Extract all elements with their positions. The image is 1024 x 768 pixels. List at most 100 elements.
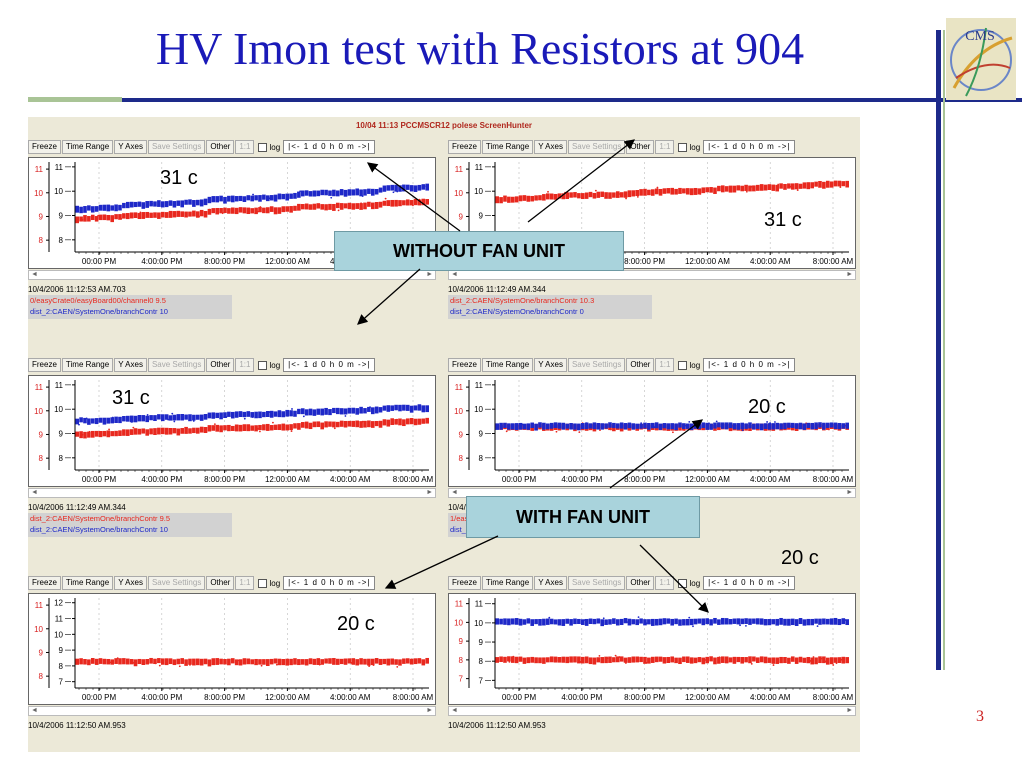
log-checkbox[interactable]: [678, 360, 688, 370]
time-range-field[interactable]: |<- 1 d 0 h 0 m ->|: [703, 576, 796, 590]
series-point: [627, 422, 632, 429]
log-checkbox[interactable]: [258, 360, 268, 370]
series-point: [273, 424, 278, 430]
log-toggle[interactable]: log: [678, 142, 700, 152]
log-checkbox[interactable]: [678, 578, 688, 588]
time-range-button[interactable]: Time Range: [481, 140, 534, 154]
scroll-right-icon[interactable]: ►: [426, 489, 433, 496]
series-point: [374, 420, 379, 427]
time-range-field[interactable]: |<- 1 d 0 h 0 m ->|: [283, 358, 376, 372]
other-button[interactable]: Other: [626, 358, 655, 372]
y-axes-button[interactable]: Y Axes: [534, 140, 567, 154]
y-axes-button[interactable]: Y Axes: [114, 358, 147, 372]
save-settings-button[interactable]: Save Settings: [147, 576, 206, 590]
chart-scrollbar[interactable]: ◄ ►: [28, 706, 436, 716]
scroll-right-icon[interactable]: ►: [426, 707, 433, 714]
log-toggle[interactable]: log: [678, 578, 700, 588]
series-point: [841, 618, 846, 625]
series-point: [328, 658, 332, 664]
scroll-left-icon[interactable]: ◄: [451, 707, 458, 714]
time-range-field[interactable]: |<- 1 d 0 h 0 m ->|: [703, 358, 796, 372]
scroll-right-icon[interactable]: ►: [846, 707, 853, 714]
series-point: [685, 656, 690, 663]
other-button[interactable]: Other: [206, 140, 235, 154]
temp-label-1: 31 c: [160, 167, 198, 189]
chart-scrollbar[interactable]: ◄ ►: [28, 270, 436, 280]
time-range-button[interactable]: Time Range: [61, 576, 114, 590]
save-settings-button[interactable]: Save Settings: [147, 140, 206, 154]
time-range-field[interactable]: |<- 1 d 0 h 0 m ->|: [283, 576, 376, 590]
series-point: [102, 214, 107, 221]
series-point: [584, 618, 589, 626]
freeze-button[interactable]: Freeze: [28, 140, 61, 154]
series-point: [794, 423, 799, 429]
y-axes-button[interactable]: Y Axes: [534, 576, 567, 590]
freeze-button[interactable]: Freeze: [448, 140, 481, 154]
series-point: [417, 418, 422, 425]
scroll-right-icon[interactable]: ►: [846, 271, 853, 278]
save-settings-button[interactable]: Save Settings: [567, 140, 626, 154]
other-button[interactable]: Other: [626, 576, 655, 590]
freeze-button[interactable]: Freeze: [28, 576, 61, 590]
save-settings-button[interactable]: Save Settings: [567, 358, 626, 372]
time-range-field[interactable]: |<- 1 d 0 h 0 m ->|: [703, 140, 796, 154]
log-toggle[interactable]: log: [258, 142, 280, 152]
series-point: [588, 657, 593, 665]
other-button[interactable]: Other: [626, 140, 655, 154]
time-range-button[interactable]: Time Range: [61, 140, 114, 154]
ratio-button[interactable]: 1:1: [655, 140, 675, 154]
save-settings-button[interactable]: Save Settings: [567, 576, 626, 590]
log-toggle[interactable]: log: [678, 360, 700, 370]
other-button[interactable]: Other: [206, 576, 235, 590]
scroll-left-icon[interactable]: ◄: [451, 489, 458, 496]
time-range-button[interactable]: Time Range: [481, 576, 534, 590]
series-point: [736, 423, 741, 430]
ratio-button[interactable]: 1:1: [655, 576, 675, 590]
y-axes-button[interactable]: Y Axes: [534, 358, 567, 372]
time-range-field[interactable]: |<- 1 d 0 h 0 m ->|: [283, 140, 376, 154]
series-point: [285, 658, 289, 666]
time-range-button[interactable]: Time Range: [481, 358, 534, 372]
series-point: [561, 619, 566, 626]
freeze-button[interactable]: Freeze: [28, 358, 61, 372]
chart-scrollbar[interactable]: ◄ ►: [28, 488, 436, 498]
log-toggle[interactable]: log: [258, 360, 280, 370]
scroll-left-icon[interactable]: ◄: [31, 271, 38, 278]
log-checkbox[interactable]: [258, 142, 268, 152]
series-point: [635, 190, 639, 197]
freeze-button[interactable]: Freeze: [448, 358, 481, 372]
ratio-button[interactable]: 1:1: [235, 140, 255, 154]
ratio-button[interactable]: 1:1: [655, 358, 675, 372]
series-point: [545, 193, 550, 200]
scroll-left-icon[interactable]: ◄: [31, 707, 38, 714]
series-outlier: [840, 658, 842, 661]
scroll-right-icon[interactable]: ►: [426, 271, 433, 278]
ratio-button[interactable]: 1:1: [235, 358, 255, 372]
time-range-button[interactable]: Time Range: [61, 358, 114, 372]
save-settings-button[interactable]: Save Settings: [147, 358, 206, 372]
log-checkbox[interactable]: [678, 142, 688, 152]
scroll-left-icon[interactable]: ◄: [31, 489, 38, 496]
series-point: [755, 618, 760, 625]
other-button[interactable]: Other: [206, 358, 235, 372]
log-toggle[interactable]: log: [258, 578, 280, 588]
series-point: [378, 187, 383, 193]
y-axes-button[interactable]: Y Axes: [114, 576, 147, 590]
ratio-button[interactable]: 1:1: [235, 576, 255, 590]
series-point: [510, 656, 515, 663]
log-checkbox[interactable]: [258, 578, 268, 588]
chart-scrollbar[interactable]: ◄ ►: [448, 706, 856, 716]
series-point: [697, 188, 702, 195]
chart-area: 11 10 9 8 12 11 10 9 8 7 00:00 PM 4:00:00 PM 8:00:00…: [28, 593, 436, 705]
series-point: [160, 658, 165, 665]
series-outlier: [691, 188, 693, 191]
scroll-right-icon[interactable]: ►: [846, 489, 853, 496]
freeze-button[interactable]: Freeze: [448, 576, 481, 590]
series-point: [701, 422, 706, 429]
series-point: [689, 188, 694, 196]
scroll-left-icon[interactable]: ◄: [451, 271, 458, 278]
series-outlier: [198, 215, 201, 218]
y-axes-button[interactable]: Y Axes: [114, 140, 147, 154]
series-point: [87, 216, 91, 222]
chart-scrollbar[interactable]: ◄ ►: [448, 270, 856, 280]
